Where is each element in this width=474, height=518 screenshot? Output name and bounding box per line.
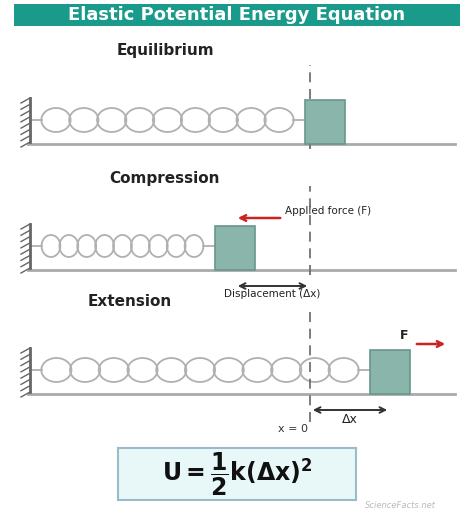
Bar [215,226,255,270]
Bar [118,448,356,500]
Bar [305,100,345,144]
Text: Equilibrium: Equilibrium [116,42,214,57]
Text: ScienceFacts.net: ScienceFacts.net [365,501,436,510]
Text: Displacement (Δx): Displacement (Δx) [224,289,321,299]
Text: Extension: Extension [88,295,172,309]
Text: x = 0: x = 0 [278,424,308,434]
Bar [370,350,410,394]
Text: Compression: Compression [110,170,220,185]
Text: Applied force (F): Applied force (F) [285,206,371,216]
Text: Elastic Potential Energy Equation: Elastic Potential Energy Equation [68,6,406,24]
Text: $\mathbf{U = \dfrac{1}{2}k(\Delta x)^{2}}$: $\mathbf{U = \dfrac{1}{2}k(\Delta x)^{2}… [162,450,312,498]
Text: F: F [400,329,408,342]
Text: Δx: Δx [342,413,358,426]
Bar [14,4,460,26]
